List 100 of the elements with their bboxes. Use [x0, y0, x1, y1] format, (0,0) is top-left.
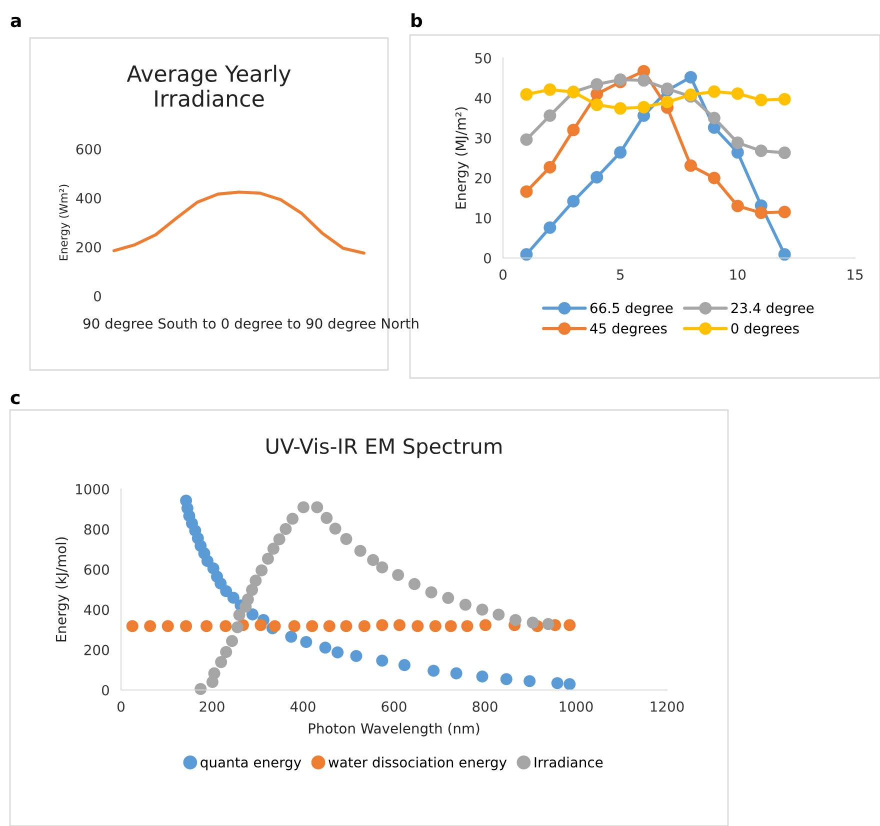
point — [162, 620, 174, 632]
x-tick-label: 1200 — [650, 701, 684, 712]
point — [544, 109, 556, 122]
point — [227, 592, 240, 604]
x-tick-label: 600 — [382, 701, 406, 712]
point — [376, 654, 388, 667]
point — [428, 664, 440, 677]
point — [564, 678, 576, 690]
point — [350, 650, 362, 662]
point — [126, 620, 138, 632]
point — [544, 83, 556, 96]
x-tick-label: 200 — [200, 701, 224, 712]
text: a — [10, 16, 21, 28]
point — [567, 124, 580, 136]
point — [262, 552, 274, 565]
point — [754, 144, 768, 158]
point — [300, 636, 312, 648]
point — [661, 96, 674, 108]
x-tick-label: 5 — [616, 270, 624, 280]
y-tick-label: 600 — [76, 144, 101, 154]
point — [393, 619, 406, 632]
point — [286, 512, 299, 525]
point — [144, 620, 156, 632]
point — [778, 206, 791, 218]
point — [551, 677, 564, 690]
point — [267, 542, 280, 555]
point — [500, 673, 512, 686]
point — [231, 621, 244, 634]
point — [567, 194, 580, 208]
point — [461, 620, 474, 632]
point — [256, 564, 268, 576]
point — [590, 98, 604, 112]
point — [288, 620, 300, 632]
point — [254, 619, 267, 632]
text: c — [10, 394, 20, 404]
point — [684, 70, 697, 84]
y-tick-label: 200 — [76, 242, 101, 252]
point — [329, 522, 342, 535]
y-axis-title: Energy (kJ/mol) — [56, 537, 69, 642]
x-tick-label: 1000 — [560, 701, 593, 712]
point — [459, 598, 472, 611]
point — [220, 646, 232, 658]
point — [297, 501, 310, 514]
point — [280, 522, 292, 536]
point — [208, 667, 220, 680]
point — [220, 620, 232, 632]
y-tick-label: 800 — [84, 524, 109, 535]
point — [319, 642, 332, 654]
point — [524, 675, 536, 688]
point — [367, 554, 380, 566]
point — [708, 85, 720, 98]
point — [708, 112, 720, 124]
point — [306, 620, 318, 632]
point — [731, 136, 744, 150]
point — [392, 569, 404, 582]
legend-label: 66.5 degree — [590, 302, 673, 316]
point — [476, 670, 488, 683]
point — [754, 206, 768, 220]
point — [544, 221, 556, 234]
point — [614, 102, 627, 115]
y-tick-label: 50 — [475, 52, 491, 64]
y-tick-label: 10 — [476, 212, 491, 224]
chart-title: Average Yearly Irradiance — [126, 64, 291, 107]
legend-label: water dissociation energy — [328, 756, 507, 770]
y-tick-label: 0 — [484, 252, 491, 264]
point — [320, 512, 333, 524]
x-tick-label: 15 — [848, 270, 863, 280]
point — [273, 533, 286, 546]
point — [250, 574, 262, 587]
y-tick-label: 20 — [475, 172, 491, 184]
y-tick-label: 1000 — [76, 484, 109, 494]
point — [412, 620, 424, 632]
point — [354, 544, 366, 557]
y-tick-label: 30 — [475, 132, 491, 144]
legend-label: quanta energy — [200, 758, 302, 770]
point — [638, 100, 650, 114]
point — [376, 619, 388, 632]
point — [708, 172, 720, 184]
point — [450, 667, 462, 680]
point — [542, 618, 554, 630]
x-tick-label: 10 — [730, 269, 746, 280]
point — [520, 88, 533, 101]
y-tick-label: 40 — [474, 92, 491, 104]
point — [340, 533, 352, 546]
point — [479, 619, 492, 632]
x-axis-title: 90 degree South to 0 degree to 90 degree North — [83, 318, 418, 332]
point — [444, 620, 457, 632]
point — [638, 74, 650, 87]
x-tick-label: 400 — [290, 701, 316, 712]
text: b — [412, 13, 422, 28]
point — [200, 620, 213, 632]
point — [520, 133, 533, 146]
point — [778, 146, 791, 160]
y-axis-title: Energy (Wm²) — [59, 184, 70, 260]
point — [614, 73, 627, 86]
point — [731, 87, 744, 100]
x-axis-title: Photon Wavelength (nm) — [308, 722, 480, 736]
point — [246, 584, 258, 596]
line-series — [112, 190, 366, 255]
legend-label: Irradiance — [534, 756, 603, 768]
